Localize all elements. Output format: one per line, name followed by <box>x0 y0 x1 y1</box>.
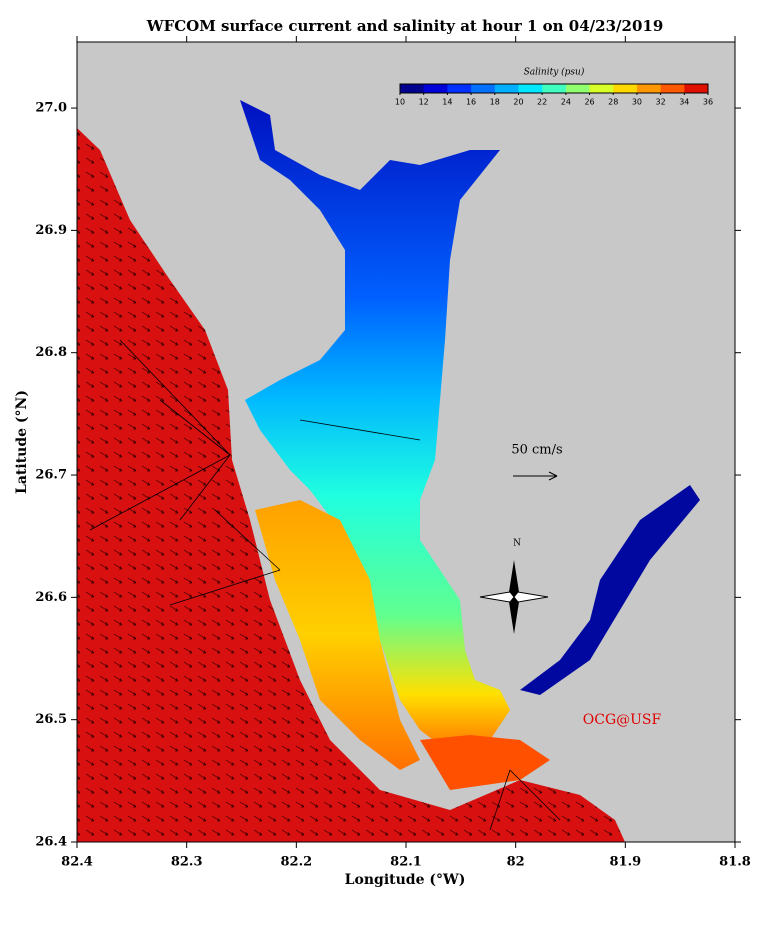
colorbar-title: Salinity (psu) <box>524 67 585 78</box>
colorbar-tick-label: 18 <box>490 98 500 107</box>
y-tick-label: 27.0 <box>35 101 67 116</box>
colorbar-cell <box>423 84 448 93</box>
colorbar-tick-label: 24 <box>561 98 571 107</box>
y-tick-label: 26.6 <box>35 590 67 605</box>
north-label: N <box>513 539 521 549</box>
colorbar-tick-label: 16 <box>466 98 476 107</box>
colorbar-tick-label: 28 <box>608 98 618 107</box>
colorbar-tick-label: 32 <box>656 98 666 107</box>
river-mouth <box>420 735 550 790</box>
colorbar-tick-label: 30 <box>632 98 642 107</box>
colorbar-cell <box>542 84 567 93</box>
credit: OCG@USF <box>583 712 662 728</box>
colorbar-tick-label: 20 <box>513 98 523 107</box>
colorbar-cell <box>613 84 638 93</box>
charlotte-harbor <box>240 100 510 760</box>
scale-label: 50 cm/s <box>511 443 562 458</box>
colorbar-frame <box>399 83 709 94</box>
jet-arrows <box>89 339 561 831</box>
colorbar-cell <box>494 84 519 93</box>
y-tick-label: 26.4 <box>35 835 67 850</box>
x-tick-label: 81.9 <box>609 855 641 870</box>
y-tick-label: 26.9 <box>35 223 67 238</box>
y-tick-label: 26.7 <box>35 468 67 483</box>
title: WFCOM surface current and salinity at ho… <box>146 17 664 35</box>
colorbar-tick-label: 22 <box>537 98 547 107</box>
colorbar-tick-label: 36 <box>703 98 713 107</box>
x-tick-label: 82.3 <box>171 855 203 870</box>
colorbar-cell <box>447 84 472 93</box>
y-tick-label: 26.8 <box>35 345 67 360</box>
x-axis-label: Longitude (°W) <box>345 872 466 888</box>
colorbar-cell <box>400 84 425 93</box>
colorbar-tick-label: 12 <box>419 98 429 107</box>
x-tick-label: 82.4 <box>61 855 93 870</box>
current-field <box>77 128 625 842</box>
scale-arrow: 50 cm/s <box>511 443 563 481</box>
colorbar-cell <box>471 84 496 93</box>
colorbar-tick-label: 26 <box>584 98 594 107</box>
x-tick-label: 82.2 <box>280 855 312 870</box>
compass: N <box>479 539 549 634</box>
colorbar: Salinity (psu) 10 12 14 16 18 20 22 24 26 28 30 32 3… <box>395 67 713 107</box>
colorbar-cell <box>636 84 662 93</box>
colorbar-cell <box>518 84 543 93</box>
x-tick-label: 82.1 <box>390 855 422 870</box>
caloosahatchee <box>520 485 700 695</box>
colorbar-tick-label: 14 <box>442 98 452 107</box>
colorbar-tick-label: 34 <box>679 98 689 107</box>
y-tick-label: 26.5 <box>35 712 67 727</box>
x-tick-label: 81.8 <box>719 855 751 870</box>
x-tick-label: 82 <box>507 855 525 870</box>
y-axis-label: Latitude (°N) <box>14 390 30 494</box>
colorbar-cell <box>589 84 614 93</box>
colorbar-cell <box>684 84 709 93</box>
map-body: 50 cm/s N OCG@USF <box>77 42 735 842</box>
colorbar-cell <box>660 84 685 93</box>
colorbar-cell <box>565 84 591 93</box>
pine-island-sound <box>255 500 420 770</box>
colorbar-tick-label: 10 <box>395 98 405 107</box>
